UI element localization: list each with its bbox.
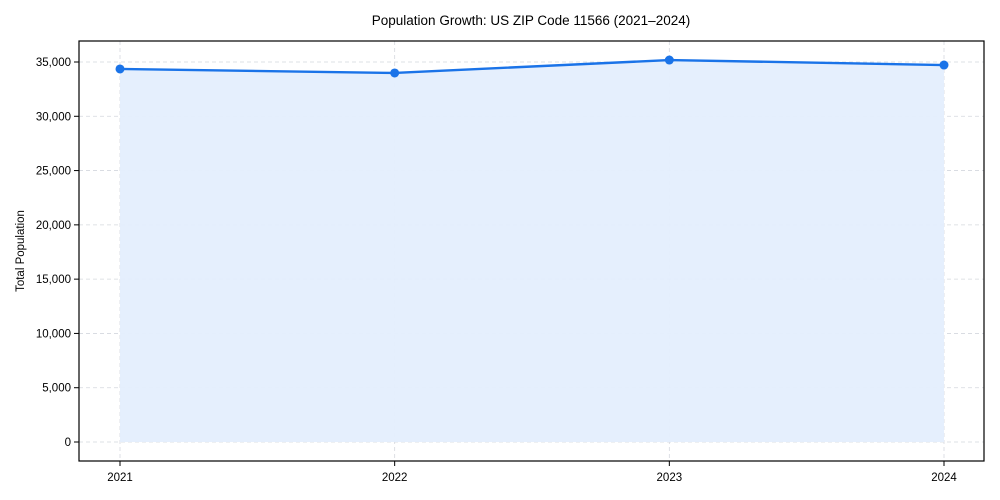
data-point-marker[interactable] [390,68,400,78]
y-axis: 0 5,000 10,000 15,000 20,000 25,000 30,000 35,0… [36,57,79,449]
data-point-marker[interactable] [115,64,125,74]
x-tick-label: 2022 [382,472,408,484]
data-point-marker[interactable] [664,55,674,65]
x-axis: 2021 2022 2023 2024 [107,461,957,484]
y-tick-label: 0 [65,437,71,449]
area-fill-path [120,60,944,442]
plot-frame [78,40,985,462]
area-fill [120,60,944,442]
y-tick-label: 30,000 [36,111,71,123]
y-axis-label: Total Population [15,210,27,292]
x-tick-label: 2023 [657,472,683,484]
y-tick-label: 10,000 [36,328,71,340]
y-tick-label: 15,000 [36,274,71,286]
y-tick-label: 5,000 [42,383,71,395]
y-tick-label: 20,000 [36,220,71,232]
y-tick-label: 25,000 [36,166,71,178]
chart-title: Population Growth: US ZIP Code 11566 (20… [372,13,690,28]
series-line [119,58,945,75]
data-point-markers [115,55,949,78]
x-tick-label: 2024 [931,472,957,484]
x-tick-label: 2021 [107,472,133,484]
data-series-line [119,58,945,75]
data-point-marker[interactable] [939,60,949,70]
y-tick-label: 35,000 [36,57,71,69]
